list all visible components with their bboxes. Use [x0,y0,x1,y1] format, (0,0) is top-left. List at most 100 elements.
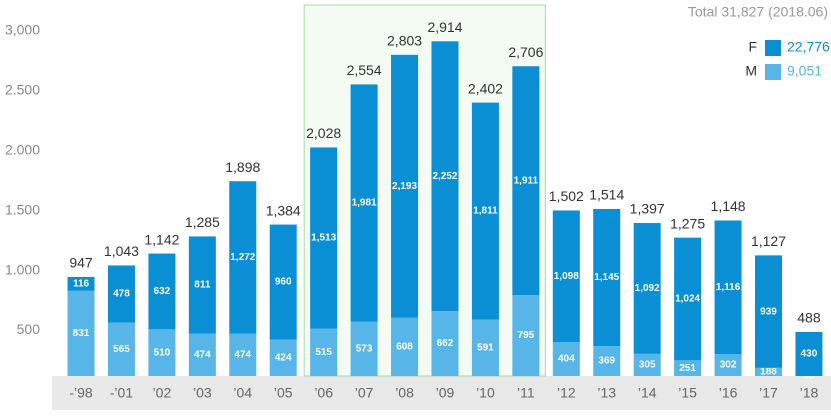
segment-label: 1,911 [514,175,539,186]
y-tick-label: 2.000 [5,141,40,157]
y-tick-label: 500 [17,321,41,337]
bar-segment [593,209,621,347]
segment-label: 608 [396,341,413,352]
segment-label: 565 [113,344,130,355]
total-label: 1,142 [144,231,179,247]
bar-segment [67,276,95,291]
x-tick-label: ’18 [800,385,819,401]
total-label: 2,028 [306,125,341,141]
y-tick-label: 3,000 [5,22,40,38]
bar-segment [229,181,257,334]
x-tick-label: ’17 [759,385,778,401]
total-label: 1,502 [549,188,584,204]
x-tick-label: ’11 [517,385,535,401]
bar-segment [552,341,580,376]
total-label: 1,043 [104,243,139,259]
total-label: 947 [69,255,93,271]
bar-segment [755,255,782,368]
bar-segment [107,322,135,376]
total-label: 1,397 [630,201,665,217]
bar-segment [512,295,540,376]
bar-segment [431,41,459,312]
total-label: 488 [797,310,821,326]
total-label: 2,402 [468,80,503,96]
legend-label: M [745,63,757,79]
legend-swatch [765,64,781,80]
bar-segment [471,319,499,376]
total-label: 2,706 [508,44,543,60]
segment-label: 404 [558,354,575,365]
bar-segment [188,333,216,376]
segment-label: 478 [113,289,130,300]
bar-segment [471,102,499,320]
x-tick-label: ’13 [597,385,616,401]
x-tick-label: -’98 [69,385,93,401]
segment-label: 474 [194,349,211,360]
bar-segment [310,147,338,329]
bar-segment [391,317,419,376]
x-tick-label: ’10 [476,385,495,401]
bar-segment [229,333,257,376]
segment-label: 1,145 [594,272,619,283]
bar-segment [633,223,661,354]
segment-label: 795 [518,330,535,341]
segment-label: 116 [73,279,90,290]
total-label: 2,803 [387,33,422,49]
bar-segment [269,224,297,340]
total-label: 2,914 [427,19,462,35]
bar-segment [755,367,782,376]
segment-label: 1,272 [230,252,255,263]
segment-label: 811 [194,280,211,291]
bar-segment [107,265,135,323]
y-tick-label: 1.500 [5,201,40,217]
bar-segment [431,311,459,376]
x-tick-label: ’02 [153,385,172,401]
chart-subtitle: Total 31,827 (2018.06) [688,4,828,20]
segment-label: 662 [437,338,454,349]
x-tick-label: ’15 [678,385,697,401]
bar-segment [593,346,621,376]
segment-label: 1,513 [311,233,336,244]
segment-label: 510 [154,347,171,358]
segment-label: 58 [803,371,815,382]
bar-segment [795,331,823,376]
legend-swatch [765,40,781,56]
bar-segment [350,84,378,322]
bar-segment [633,353,661,376]
x-tick-label: ’12 [557,385,576,401]
category-band [52,376,831,410]
total-label: 1,275 [670,215,705,231]
segment-label: 939 [760,306,777,317]
segment-label: 302 [720,360,737,371]
segment-label: 430 [801,349,818,360]
x-tick-label: ’07 [355,385,374,401]
total-label: 1,384 [266,202,301,218]
y-tick-label: 1.000 [5,261,40,277]
segment-label: 515 [315,347,332,358]
x-tick-label: ’04 [233,385,252,401]
segment-label: 1,024 [675,294,700,305]
x-tick-label: ’08 [395,385,414,401]
x-tick-label: ’14 [638,385,657,401]
bar-segment [269,339,297,376]
total-label: 1,148 [711,198,746,214]
segment-label: 2,252 [432,171,457,182]
bar-segment [674,237,702,361]
segment-label: 188 [760,367,777,378]
bar-segment [391,54,419,318]
bar-segment [714,354,742,376]
total-label: 1,285 [185,214,220,230]
segment-label: 369 [598,356,615,367]
segment-label: 2,193 [392,181,417,192]
bar-segment [67,290,95,376]
segment-label: 632 [154,286,171,297]
x-tick-label: ’09 [436,385,455,401]
segment-label: 305 [639,360,656,371]
segment-label: 251 [679,363,696,374]
x-tick-label: -’01 [110,385,134,401]
segment-label: 591 [477,342,494,353]
segment-label: 424 [275,352,292,363]
bar-segment [714,220,742,355]
bar-segment [310,328,338,376]
